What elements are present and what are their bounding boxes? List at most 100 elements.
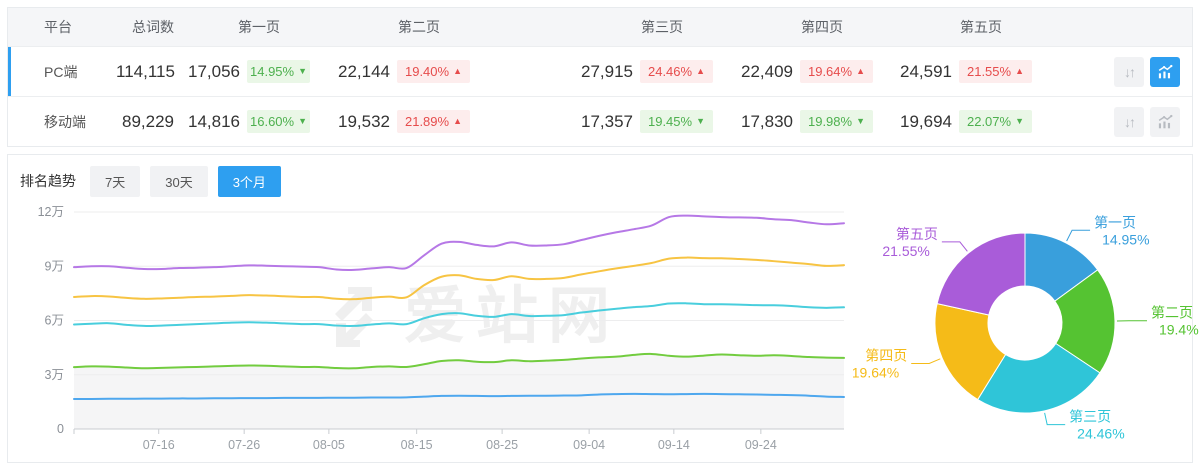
donut-slice-第五页 — [936, 232, 1026, 316]
charts-area: 爱站网 12万 9万 6万 3万 0 07-16 07-26 08-05 08-15 08-25 0… — [8, 199, 1199, 465]
label-leader-line — [1044, 412, 1066, 426]
page5-change-badge: 22.07% ▼ — [958, 110, 1032, 133]
sort-button[interactable]: ↓↑ — [1114, 106, 1144, 137]
page5-cell: 19,694 22.07% ▼ — [873, 110, 1032, 133]
series-line-第二页累计 — [73, 352, 845, 370]
trend-arrow-icon: ▼ — [298, 116, 308, 126]
series-line-第五页累计 — [73, 214, 845, 271]
page3-change-badge: 24.46% ▲ — [639, 60, 713, 83]
y-axis-label: 3万 — [45, 368, 64, 382]
page-share-donut-chart: 第一页 14.95% 第二页 19.4% 第三页 24.46% 第四页 19.64% 第五页 21… — [853, 214, 1199, 442]
trend-chart-button[interactable] — [1150, 56, 1180, 87]
x-axis-label: 08-25 — [486, 438, 518, 452]
trend-arrow-icon: ▲ — [1015, 66, 1024, 76]
trend-arrow-icon: ▲ — [856, 66, 865, 76]
total-words: 114,115 — [116, 61, 175, 81]
page2-count: 22,144 — [337, 61, 390, 81]
table-header: 平台 总词数 第一页 第二页 第三页 第四页 第五页 — [8, 8, 1192, 46]
x-axis-label: 09-14 — [658, 438, 690, 452]
series-line-第四页累计 — [73, 256, 845, 301]
page3-cell: 17,357 19.45% ▼ — [470, 110, 713, 133]
x-axis-label: 09-24 — [745, 438, 777, 452]
col-header-page5: 第五页 — [960, 19, 1002, 35]
total-words: 89,229 — [122, 111, 174, 131]
trend-arrow-icon: ▲ — [453, 66, 462, 76]
tab-30-days[interactable]: 30天 — [150, 165, 208, 197]
series-line-第三页累计 — [73, 302, 845, 327]
page3-count: 17,357 — [580, 111, 633, 131]
label-leader-line — [911, 358, 941, 365]
trend-arrow-icon: ▲ — [696, 66, 705, 76]
y-axis-label: 6万 — [45, 314, 64, 328]
donut-slice-第三页 — [976, 342, 1101, 414]
sort-arrows-icon: ↓↑ — [1124, 63, 1136, 80]
trend-header: 排名趋势 7天 30天 3个月 — [8, 155, 1192, 197]
page2-change-badge: 19.40% ▲ — [396, 60, 470, 83]
page1-cell: 14,816 16.60% ▼ — [188, 110, 310, 133]
row-actions: ↓↑ — [1032, 106, 1192, 137]
page1-change-badge: 16.60% ▼ — [247, 110, 310, 133]
selected-row-accent — [8, 47, 11, 96]
col-header-page1: 第一页 — [238, 19, 280, 35]
col-header-page3: 第三页 — [641, 19, 683, 35]
x-axis-label: 08-15 — [401, 438, 433, 452]
y-axis-label: 9万 — [45, 259, 64, 273]
page5-count: 19,694 — [899, 111, 952, 131]
col-header-page4: 第四页 — [801, 19, 843, 35]
donut-slice-第四页 — [934, 303, 1007, 401]
page2-cell: 19,532 21.89% ▲ — [310, 110, 470, 133]
page1-change-badge: 14.95% ▼ — [247, 60, 310, 83]
series-line-第一页累计 — [73, 392, 845, 400]
x-axis-label: 07-26 — [228, 438, 260, 452]
slice-label-第四页: 第四页 19.64% — [853, 348, 907, 381]
label-leader-line — [1066, 229, 1091, 242]
page4-count: 22,409 — [740, 61, 793, 81]
x-axis-label: 09-04 — [573, 438, 605, 452]
area-fill — [74, 353, 844, 429]
tab-3-months[interactable]: 3个月 — [217, 165, 281, 197]
bar-line-chart-icon — [1158, 114, 1173, 128]
sort-button[interactable]: ↓↑ — [1114, 56, 1144, 87]
page5-count: 24,591 — [899, 61, 952, 81]
donut-slice-第二页 — [1054, 269, 1116, 374]
page4-change-badge: 19.64% ▲ — [799, 60, 873, 83]
slice-label-第二页: 第二页 19.4% — [1151, 305, 1199, 338]
trend-title: 排名趋势 — [20, 173, 76, 189]
trend-chart-button[interactable] — [1150, 106, 1180, 137]
page1-count: 14,816 — [188, 111, 240, 131]
page4-cell: 22,409 19.64% ▲ — [713, 60, 873, 83]
page2-cell: 22,144 19.40% ▲ — [310, 60, 470, 83]
page1-count: 17,056 — [188, 61, 240, 81]
page4-cell: 17,830 19.98% ▼ — [713, 110, 873, 133]
col-header-platform: 平台 — [44, 19, 72, 35]
slice-label-第一页: 第一页 14.95% — [1094, 214, 1149, 247]
page3-cell: 27,915 24.46% ▲ — [470, 60, 713, 83]
x-axis-label: 07-16 — [143, 438, 175, 452]
y-axis-label: 12万 — [38, 205, 64, 219]
slice-label-第五页: 第五页 21.55% — [882, 226, 937, 259]
page2-count: 19,532 — [337, 111, 390, 131]
page4-change-badge: 19.98% ▼ — [799, 110, 873, 133]
trend-arrow-icon: ▼ — [856, 116, 865, 126]
page1-cell: 17,056 14.95% ▼ — [188, 60, 310, 83]
trend-section: 排名趋势 7天 30天 3个月 爱站网 12万 9万 6万 3万 0 07-16 07-26… — [7, 154, 1199, 465]
table-row-pc[interactable]: PC端 114,115 17,056 14.95% ▼ 22,144 19.40%… — [8, 46, 1192, 96]
trend-arrow-icon: ▲ — [453, 116, 462, 126]
page5-change-badge: 21.55% ▲ — [958, 60, 1032, 83]
rank-table: 平台 总词数 第一页 第二页 第三页 第四页 第五页 PC端 114,115 1… — [7, 7, 1193, 147]
tab-7-days[interactable]: 7天 — [90, 165, 141, 197]
y-axis-label: 0 — [57, 422, 64, 436]
bar-line-chart-icon — [1158, 64, 1173, 78]
rank-trend-line-chart: 12万 9万 6万 3万 0 07-16 07-26 08-05 08-15 08-25 09-04… — [38, 205, 845, 452]
trend-arrow-icon: ▼ — [1015, 116, 1024, 126]
trend-arrow-icon: ▼ — [696, 116, 705, 126]
row-actions: ↓↑ — [1032, 56, 1192, 87]
platform-label: 移动端 — [44, 113, 86, 130]
table-row-mobile[interactable]: 移动端 89,229 14,816 16.60% ▼ 19,532 21.89% ▲… — [8, 96, 1192, 146]
col-header-total: 总词数 — [132, 19, 174, 35]
page4-count: 17,830 — [740, 111, 793, 131]
x-axis-label: 08-05 — [313, 438, 345, 452]
sort-arrows-icon: ↓↑ — [1124, 113, 1136, 130]
slice-label-第三页: 第三页 24.46% — [1069, 409, 1124, 442]
